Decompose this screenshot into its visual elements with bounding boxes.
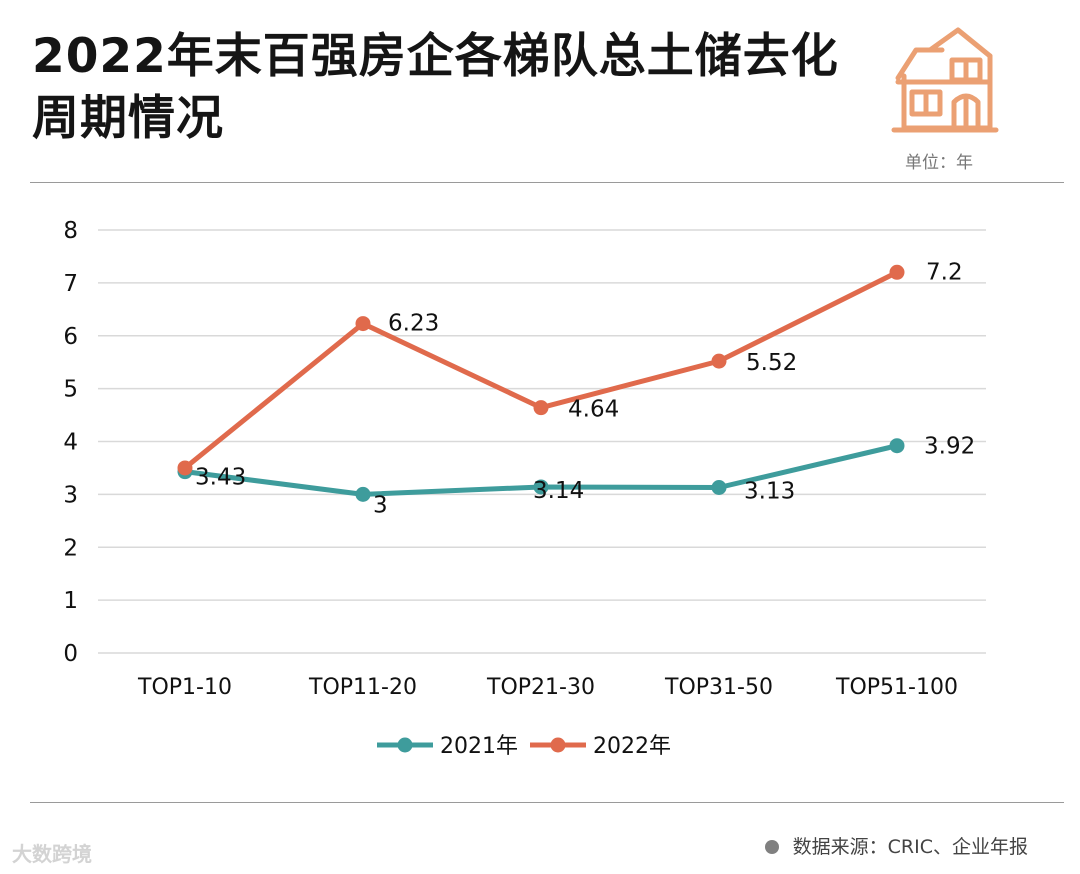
y-tick-label: 8	[63, 218, 78, 244]
y-tick-label: 1	[63, 588, 78, 614]
y-tick-label: 6	[63, 324, 78, 350]
source-text: 数据来源：CRIC、企业年报	[792, 836, 1028, 858]
data-point	[533, 479, 549, 495]
x-tick-label: TOP31-50	[664, 675, 773, 700]
source-note: 数据来源：CRIC、企业年报	[764, 832, 1028, 859]
data-point	[711, 480, 727, 496]
line-chart: 0 1 2 3 4 5 6 7 8 TOP1-10 TOP11-20 TOP21-30 TOP31-5…	[63, 218, 986, 759]
legend-swatch-marker	[550, 737, 566, 753]
data-labels: 3.43 3 3.14 3.13 3.92 6.23 4.64 5.52 7.2	[195, 259, 975, 518]
data-point	[533, 400, 549, 416]
bottom-divider	[30, 802, 1064, 803]
data-point	[889, 438, 905, 454]
x-tick-label: TOP11-20	[308, 675, 417, 700]
data-label: 5.52	[746, 350, 797, 376]
y-tick-label: 3	[63, 482, 78, 508]
x-tick-label: TOP1-10	[137, 675, 232, 700]
y-tick-label: 2	[63, 535, 78, 561]
data-label: 7.2	[926, 259, 963, 285]
x-axis-ticks: TOP1-10 TOP11-20 TOP21-30 TOP31-50 TOP51-100	[137, 675, 958, 700]
y-tick-label: 5	[63, 377, 78, 403]
top-divider	[30, 182, 1064, 183]
y-tick-label: 7	[63, 271, 78, 297]
data-point	[711, 353, 727, 369]
data-label: 3.92	[924, 434, 975, 460]
data-label: 3.13	[744, 479, 795, 505]
data-point	[177, 460, 193, 476]
legend: 2021年 2022年	[377, 734, 671, 759]
data-label: 3.43	[195, 465, 246, 491]
data-label: 4.64	[568, 397, 619, 423]
legend-swatch-marker	[397, 737, 413, 753]
data-label: 6.23	[388, 311, 439, 337]
x-tick-label: TOP51-100	[835, 675, 958, 700]
bullet-dot-icon	[764, 840, 779, 854]
data-point	[889, 264, 905, 280]
x-tick-label: TOP21-30	[486, 675, 595, 700]
data-point	[355, 316, 371, 332]
legend-label: 2021年	[440, 734, 518, 759]
data-point	[355, 486, 371, 502]
series	[177, 264, 905, 502]
gridlines	[98, 229, 986, 654]
chart-title: 2022年末百强房企各梯队总土储去化周期情况	[32, 29, 839, 146]
data-label: 3.14	[533, 478, 584, 504]
watermark: 大数跨境	[12, 842, 92, 866]
y-tick-label: 4	[63, 430, 78, 456]
unit-label: 单位：年	[905, 153, 973, 173]
y-tick-label: 0	[63, 641, 78, 667]
house-icon	[891, 27, 999, 133]
y-axis-ticks: 0 1 2 3 4 5 6 7 8	[63, 218, 78, 667]
legend-label: 2022年	[593, 734, 671, 759]
data-label: 3	[373, 492, 388, 518]
